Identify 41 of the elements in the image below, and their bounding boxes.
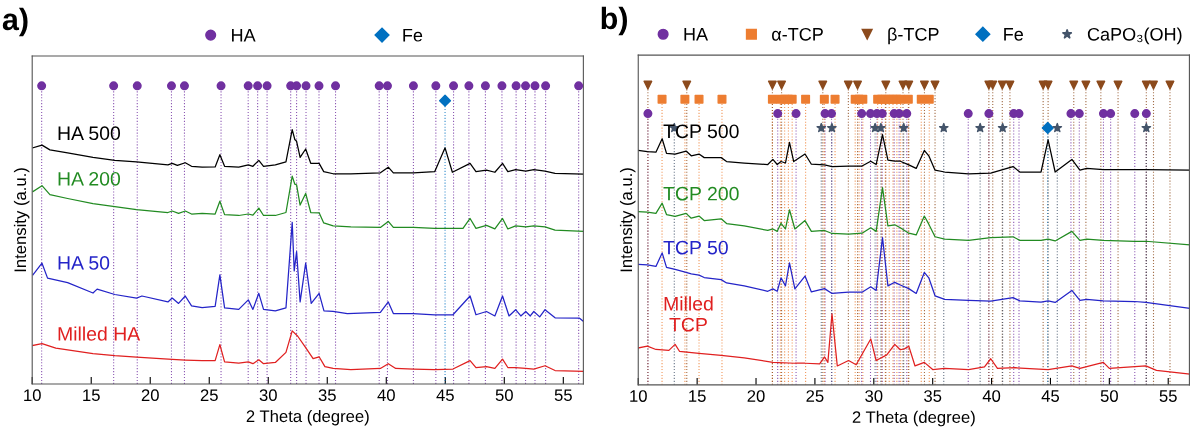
series-label: Milled HA (58, 326, 141, 341)
x-axis-title: 2 Theta (degree) (246, 409, 369, 426)
y-axis-title: Intensity (a.u.) (619, 168, 636, 272)
chart-title: a) (2, 7, 28, 37)
series-label: HA 50 (58, 256, 110, 270)
legend-label: HA (684, 28, 709, 41)
series-label: HA 200 (58, 171, 121, 186)
x-tick-label: 25 (200, 389, 218, 402)
legend-label: β-TCP (888, 27, 939, 45)
chart-title: b) (601, 6, 627, 36)
x-tick-label: 20 (747, 390, 765, 402)
series-label: Milled TCP (664, 296, 713, 332)
x-tick-label: 40 (377, 389, 395, 402)
series-label: TCP 500 (663, 124, 739, 139)
x-tick-label: 50 (495, 389, 513, 402)
x-tick-label: 40 (982, 390, 1001, 402)
x-axis-title: 2 Theta (degree) (852, 410, 975, 427)
y-axis-title: Intensity (a.u.) (13, 168, 30, 272)
x-tick-label: 50 (1100, 390, 1118, 402)
legend-label: Fe (1004, 28, 1023, 41)
series-label: HA 500 (58, 126, 121, 141)
x-tick-label: 55 (1159, 390, 1177, 402)
x-tick-label: 30 (865, 390, 883, 402)
series-label: TCP 50 (663, 240, 728, 255)
x-tick-label: 15 (83, 389, 100, 402)
x-tick-label: 55 (554, 389, 572, 402)
legend-label: α-TCP (772, 27, 823, 41)
x-tick-label: 35 (924, 390, 942, 402)
x-tick-label: 25 (806, 390, 824, 402)
x-tick-label: 35 (318, 389, 336, 402)
x-tick-label: 10 (24, 389, 41, 402)
x-tick-label: 20 (141, 389, 159, 402)
x-tick-label: 45 (1041, 390, 1060, 402)
legend-label: Fe (403, 29, 423, 42)
x-tick-label: 45 (436, 389, 454, 402)
legend-label: HA (232, 29, 256, 42)
x-tick-label: 15 (689, 390, 706, 402)
legend-label: CaPO₃(OH) (1087, 27, 1182, 45)
series-label: TCP 200 (663, 186, 739, 201)
x-tick-label: 10 (630, 390, 647, 402)
x-tick-label: 30 (259, 389, 277, 402)
